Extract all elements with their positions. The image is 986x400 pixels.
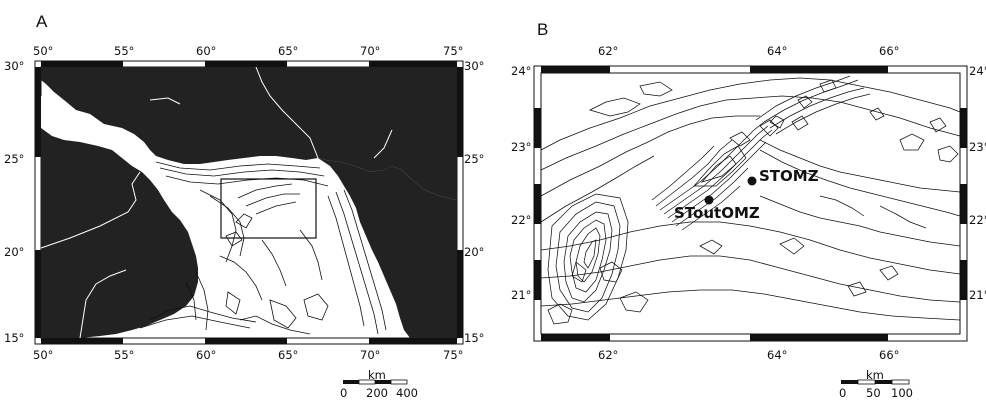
panel-a-lon-top-50: 50° [33, 44, 54, 58]
station-stomz-label: STOMZ [759, 167, 819, 185]
panel-b-lon-bottom-64: 64° [767, 348, 788, 362]
panel-a-lat-right-20: 20° [464, 245, 485, 259]
land-india [318, 158, 457, 338]
panel-a-scalebar-label-200: 200 [366, 386, 388, 400]
panel-b-lat-right-24: 24° [969, 64, 986, 78]
panel-a-lat-left-30: 30° [4, 59, 25, 73]
panel-b-stations: STOMZ SToutOMZ [674, 167, 819, 222]
panel-a-borders [40, 66, 393, 339]
panel-b-scalebar [841, 379, 910, 385]
panel-a-scalebar-unit: km [368, 368, 386, 382]
panel-a-lat-right-25: 25° [464, 152, 485, 166]
panel-b-lat-right-21: 21° [969, 288, 986, 302]
panel-a-lon-top-55: 55° [114, 44, 135, 58]
panel-b-contours [540, 75, 961, 325]
panel-a-land [41, 67, 457, 338]
station-stomz-marker [747, 176, 757, 186]
panel-b-lon-bottom-66: 66° [879, 348, 900, 362]
panel-a-lon-top-65: 65° [278, 44, 299, 58]
panel-a-lon-bottom-75: 75° [443, 348, 464, 362]
panel-a-lon-top-70: 70° [360, 44, 381, 58]
panel-b-scalebar-label-100: 100 [891, 386, 913, 400]
panel-a-study-box [220, 178, 317, 239]
persian-gulf [41, 96, 128, 150]
panel-a-letter: A [36, 12, 48, 31]
panel-b-map: STOMZ SToutOMZ [533, 65, 968, 385]
panel-b-lat-left-21: 21° [511, 288, 532, 302]
panel-a-lat-right-30: 30° [464, 59, 485, 73]
panel-a-map [34, 60, 464, 385]
land-arabia [41, 128, 198, 338]
panel-b-scalebar-label-0: 0 [839, 386, 847, 400]
panel-a-lon-bottom-65: 65° [278, 348, 299, 362]
panel-a-scalebar [343, 379, 408, 385]
panel-a-lon-bottom-50: 50° [33, 348, 54, 362]
panel-a-lon-bottom-70: 70° [360, 348, 381, 362]
land-iran-pakistan [41, 67, 457, 200]
panel-a-scalebar-label-400: 400 [396, 386, 418, 400]
panel-b-scalebar-label-50: 50 [866, 386, 881, 400]
panel-b-letter: B [537, 20, 549, 39]
panel-a-lat-left-15: 15° [4, 331, 25, 345]
panel-b-lat-right-22: 22° [969, 213, 986, 227]
panel-b-lat-right-23: 23° [969, 140, 986, 154]
panel-a-lat-right-15: 15° [464, 331, 485, 345]
station-stoutomz-label: SToutOMZ [674, 204, 760, 222]
panel-a-frame-bars [35, 61, 463, 344]
panel-b-lon-bottom-62: 62° [598, 348, 619, 362]
station-stoutomz-marker [704, 195, 714, 205]
panel-b-scalebar-unit: km [866, 368, 884, 382]
panel-a-lon-bottom-60: 60° [196, 348, 217, 362]
panel-a-contours [139, 161, 387, 335]
panel-a-lon-top-75: 75° [443, 44, 464, 58]
panel-a-scalebar-label-0: 0 [340, 386, 348, 400]
panel-b-lat-left-22: 22° [511, 213, 532, 227]
panel-a-lon-bottom-55: 55° [114, 348, 135, 362]
panel-b-frame-bars [534, 66, 967, 341]
panel-b-lon-top-66: 66° [879, 44, 900, 58]
panel-b-lon-top-64: 64° [767, 44, 788, 58]
panel-a-lon-top-60: 60° [196, 44, 217, 58]
panel-b-lon-top-62: 62° [598, 44, 619, 58]
panel-b-lat-left-23: 23° [511, 140, 532, 154]
panel-b-lat-left-24: 24° [511, 64, 532, 78]
panel-a-lat-left-25: 25° [4, 152, 25, 166]
panel-a-lat-left-20: 20° [4, 245, 25, 259]
